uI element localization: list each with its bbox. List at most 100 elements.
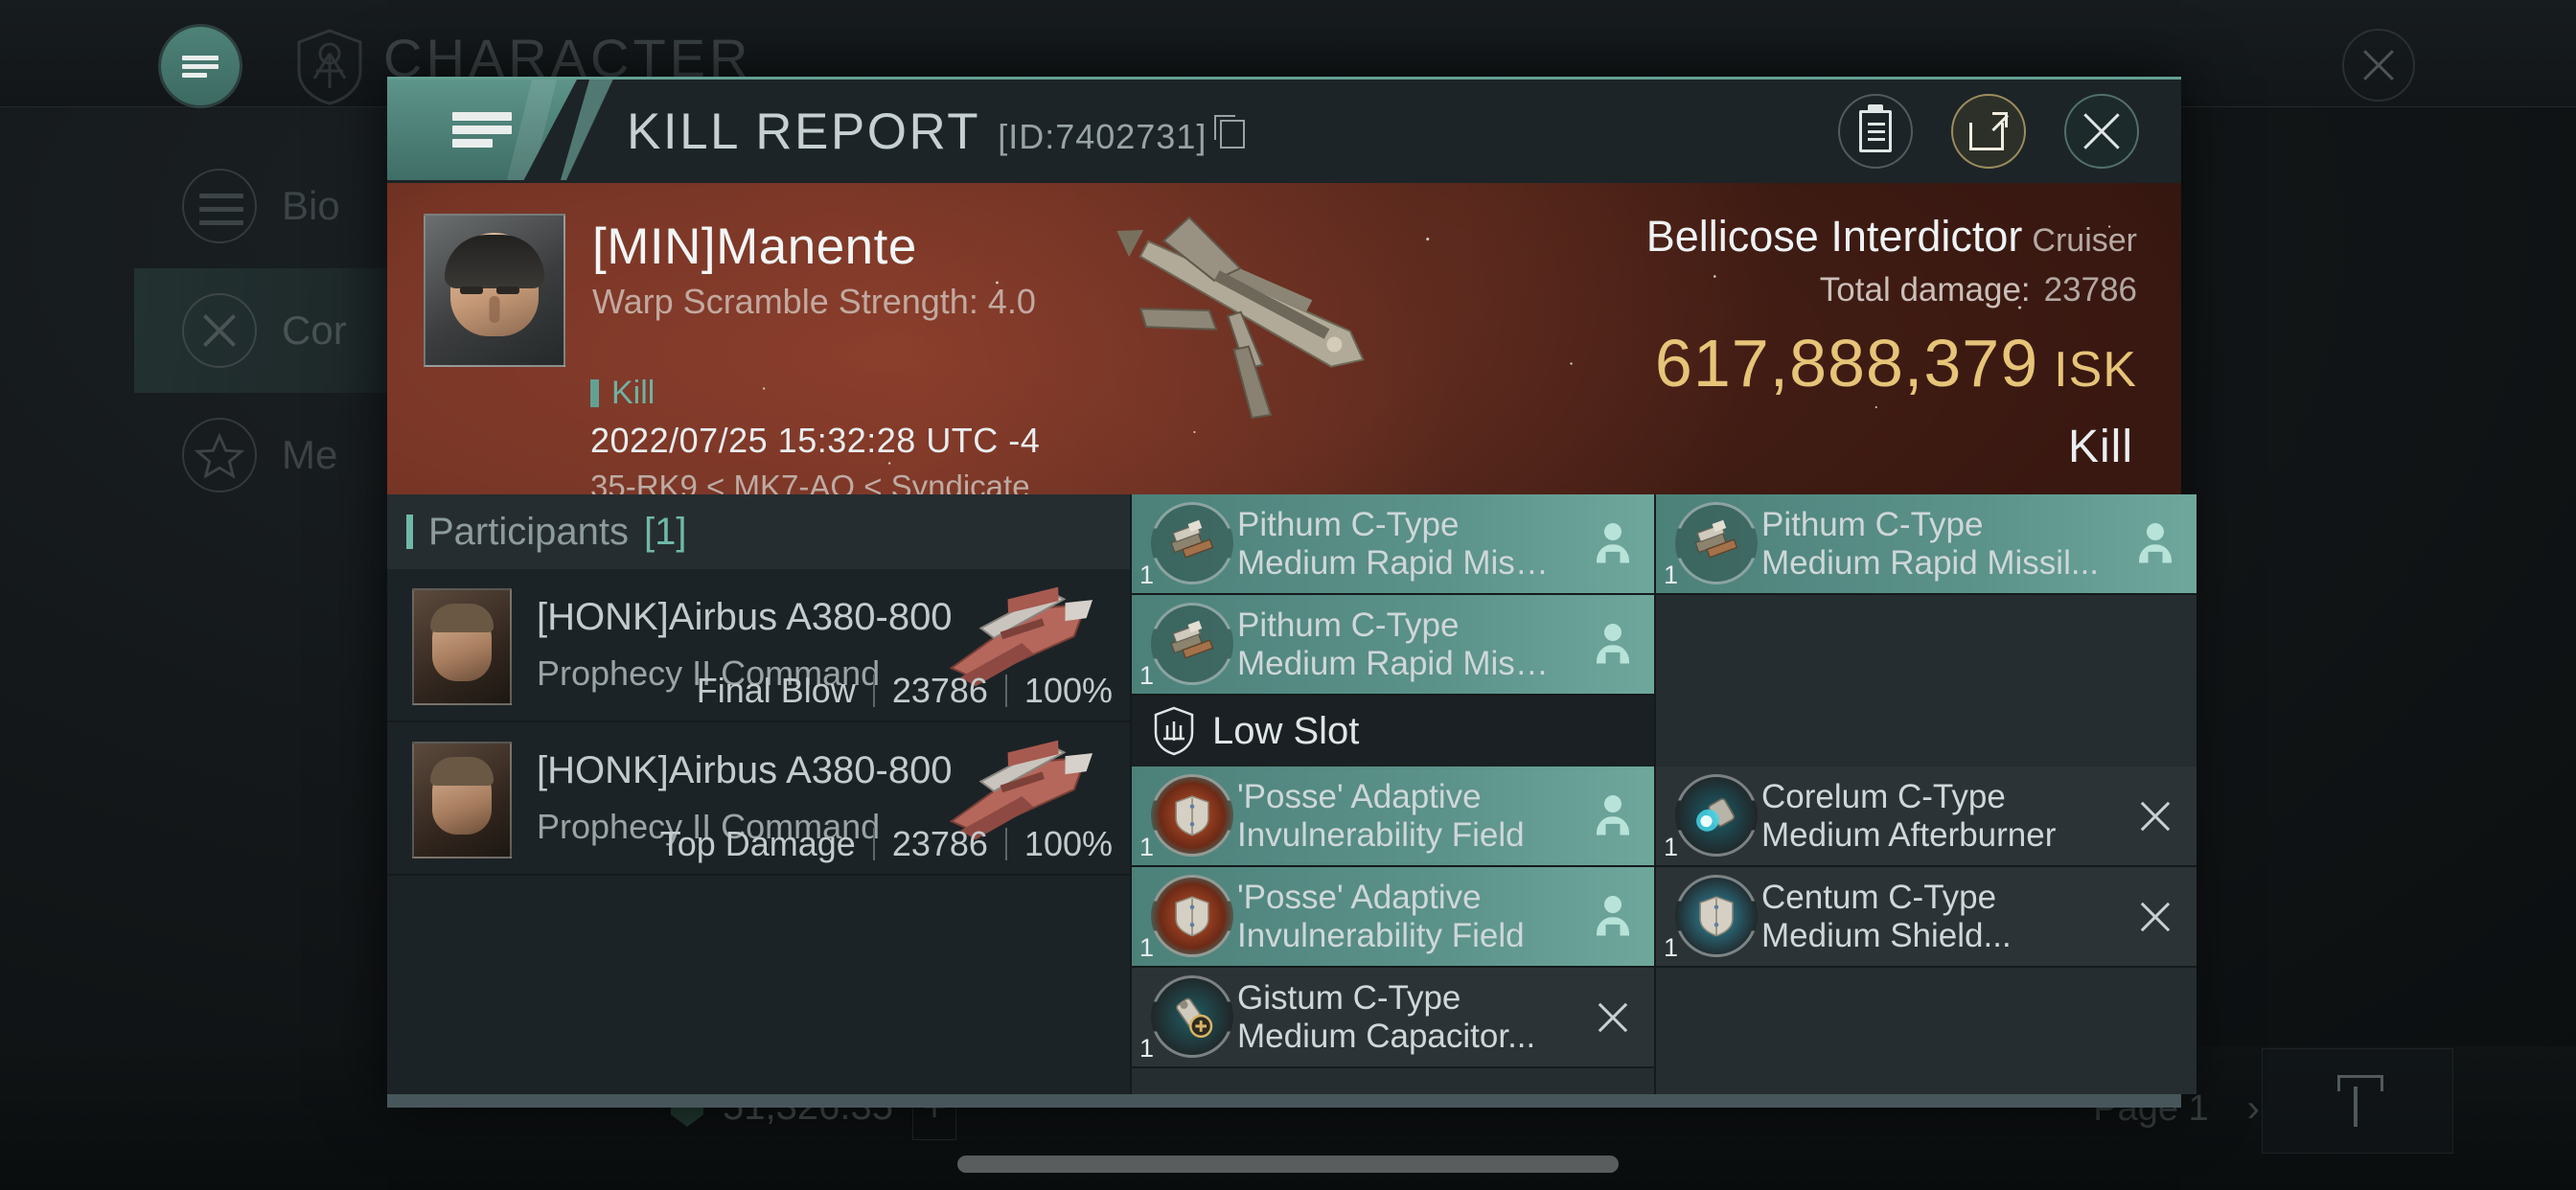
list-item[interactable]: 1 Pithum C-Type Medium Rapid Missil... (1132, 595, 1654, 696)
participant-percent: 100% (1024, 671, 1113, 710)
module-name: Corelum C-Type Medium Afterburner (1761, 778, 2114, 853)
participants-label: Participants (428, 510, 629, 553)
module-name-line1: Centum C-Type (1761, 879, 1997, 917)
sidebar-item-label: Cor (282, 308, 347, 353)
module-quantity: 1 (1139, 833, 1155, 861)
list-item[interactable]: 1 Centum C-Type Medium Shield... (1656, 867, 2197, 968)
isk-value-row: 617,888,379 ISK (1646, 325, 2137, 401)
header-accent-slash (560, 80, 625, 180)
module-name: Gistum C-Type Medium Capacitor... (1237, 979, 1572, 1054)
filter-button[interactable] (2262, 1048, 2453, 1154)
module-quantity: 1 (1139, 1034, 1155, 1063)
participant-ship-render (949, 586, 1093, 687)
low-slot-label: Low Slot (1212, 709, 1360, 752)
fitting-mid-column: 1 Pithum C-Type Medium Rapid Missil... (1130, 494, 1654, 1094)
chevron-right-icon[interactable]: › (2246, 1087, 2260, 1130)
participant-ship: Prophecy II Command (537, 807, 881, 846)
module-name-line1: Corelum C-Type (1761, 778, 2006, 816)
list-item[interactable]: 1 'Posse' Adaptive Invulnerability Field (1132, 767, 1654, 867)
x-icon[interactable] (2114, 800, 2196, 833)
module-name-line2: Medium Shield... (1761, 916, 2012, 954)
hamburger-bar (182, 63, 218, 69)
missile-launcher-icon (1151, 502, 1233, 584)
shield-booster-icon (1675, 875, 1758, 957)
isk-value: 617,888,379 (1654, 326, 2039, 400)
list-item[interactable]: 1 Gistum C-Type Medium Capacitor... (1132, 968, 1654, 1068)
result-word: Kill (2067, 422, 2133, 472)
corporation-icon (182, 293, 257, 368)
module-name-line1: Pithum C-Type (1237, 606, 1460, 645)
participant-percent: 100% (1024, 824, 1113, 863)
module-quantity: 1 (1139, 561, 1155, 589)
module-name: Centum C-Type Medium Shield... (1761, 879, 2114, 953)
module-name: 'Posse' Adaptive Invulnerability Field (1237, 778, 1572, 853)
module-name-line1: 'Posse' Adaptive (1237, 879, 1482, 917)
modal-header: KILL REPORT [ID:7402731] (387, 80, 2181, 183)
participant-name: [HONK]Airbus A380-800 (537, 749, 953, 791)
background-hamburger-icon[interactable] (161, 27, 240, 105)
modal-title-group: KILL REPORT [ID:7402731] (627, 103, 1246, 161)
participant-stats: Top Damage 23786 100% (660, 824, 1113, 864)
kill-tag-label: Kill (611, 375, 656, 411)
clipboard-icon[interactable] (1838, 94, 1913, 169)
copy-icon[interactable] (1214, 114, 1246, 149)
background-close-icon[interactable] (2342, 29, 2415, 102)
table-row[interactable]: [HONK]Airbus A380-800 Prophecy II Comman… (387, 569, 1130, 722)
module-name-line2: Medium Capacitor... (1237, 1017, 1536, 1055)
participants-empty-space (387, 876, 1130, 1094)
x-icon[interactable] (1572, 1001, 1654, 1034)
participants-header: Participants [1] (387, 494, 1130, 569)
bio-icon (182, 169, 257, 243)
module-name-line1: 'Posse' Adaptive (1237, 778, 1482, 816)
character-shield-icon (297, 29, 362, 105)
right-column-spacer (1656, 595, 2197, 767)
isk-unit: ISK (2054, 342, 2137, 398)
hamburger-bar (452, 139, 493, 148)
table-row[interactable]: [HONK]Airbus A380-800 Prophecy II Comman… (387, 722, 1130, 876)
module-name: 'Posse' Adaptive Invulnerability Field (1237, 879, 1572, 953)
module-name: Pithum C-Type Medium Rapid Missil... (1761, 506, 2114, 581)
total-damage-label: Total damage: (1819, 271, 2031, 309)
module-name-line2: Medium Rapid Missil... (1761, 543, 2100, 582)
module-name-line1: Gistum C-Type (1237, 979, 1461, 1018)
module-name-line2: Invulnerability Field (1237, 815, 1525, 854)
close-icon[interactable] (2064, 94, 2139, 169)
hamburger-bar (182, 55, 218, 60)
low-slot-header: Low Slot (1132, 696, 1654, 767)
modal-menu-icon[interactable] (387, 80, 577, 180)
share-external-icon[interactable] (1951, 94, 2026, 169)
shield-slot-icon (1154, 706, 1194, 756)
victim-ship-render (1116, 216, 1365, 420)
sidebar-item-medals[interactable]: Me (134, 393, 556, 517)
list-item[interactable]: 1 Pithum C-Type Medium Rapid Missil... (1132, 494, 1654, 595)
participant-name: [HONK]Airbus A380-800 (537, 596, 953, 638)
shield-module-icon (1151, 875, 1233, 957)
person-icon (1572, 895, 1654, 938)
victim-name: [MIN]Manente (592, 218, 917, 275)
filter-icon (2337, 1075, 2383, 1127)
person-icon (1572, 623, 1654, 666)
list-item[interactable]: 1 Corelum C-Type Medium Afterburner (1656, 767, 2197, 867)
missile-launcher-icon (1675, 502, 1758, 584)
list-item[interactable]: 1 'Posse' Adaptive Invulnerability Field (1132, 867, 1654, 968)
module-name-line2: Medium Rapid Missil... (1237, 543, 1556, 582)
module-quantity: 1 (1139, 661, 1155, 690)
total-damage-row: Total damage: 23786 (1646, 271, 2137, 309)
fitting-right-column: 1 Pithum C-Type Medium Rapid Missil... (1654, 494, 2197, 1094)
kill-timestamp: 2022/07/25 15:32:28 UTC -4 (590, 421, 1041, 460)
kill-location: 35-RK9 < MK7-AO < Syndicate (590, 469, 1030, 494)
victim-ship-info: Bellicose Interdictor Cruiser Total damag… (1646, 212, 2137, 401)
hamburger-bar (182, 72, 207, 78)
page-title: KILL REPORT (627, 103, 981, 160)
module-name-line2: Invulnerability Field (1237, 916, 1525, 954)
sidebar-item-bio[interactable]: Bio (134, 144, 556, 268)
person-icon (2114, 522, 2196, 565)
x-icon[interactable] (2114, 901, 2196, 933)
home-indicator (957, 1156, 1619, 1173)
list-item[interactable]: 1 Pithum C-Type Medium Rapid Missil... (1656, 494, 2197, 595)
participant-damage: 23786 (891, 671, 988, 710)
modal-header-actions (1838, 94, 2139, 169)
ship-class: Cruiser (2032, 222, 2137, 259)
module-name-line2: Medium Afterburner (1761, 815, 2057, 854)
sidebar-item-label: Me (282, 432, 338, 477)
